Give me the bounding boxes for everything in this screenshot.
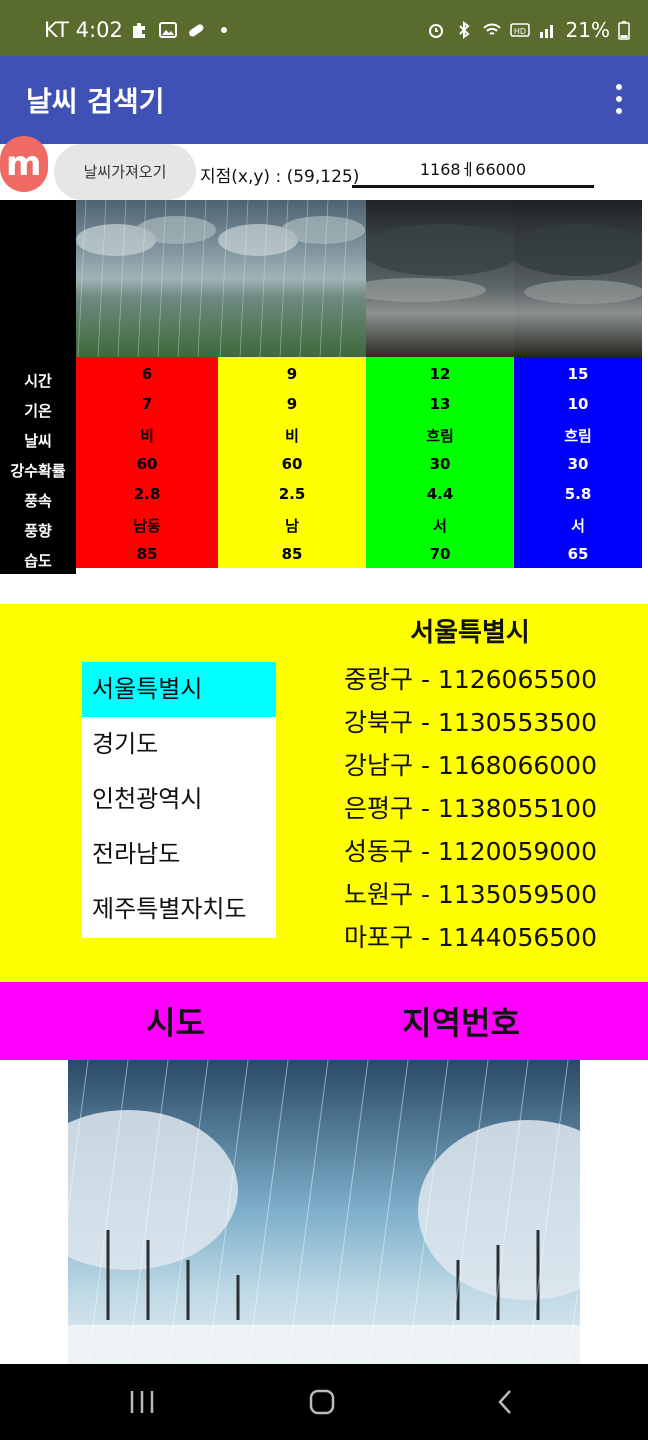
sido-item-jeju[interactable]: 제주특별자치도 [92, 895, 247, 923]
region-list-title: 서울특별시 [410, 618, 530, 648]
cell-precip: 60 [136, 455, 158, 473]
region-item[interactable]: 성동구 - 1120059000 [344, 837, 597, 866]
cell-temp: 10 [567, 395, 589, 413]
cell-precip: 30 [567, 455, 589, 473]
dot-icon [221, 27, 227, 33]
sido-item-incheon[interactable]: 인천광역시 [92, 785, 203, 813]
navigation-bar [0, 1364, 648, 1440]
app-title: 날씨 검색기 [26, 85, 165, 118]
app-bar: 날씨 검색기 [0, 56, 648, 144]
cell-humidity: 85 [136, 545, 158, 563]
cell-time: 9 [286, 365, 298, 383]
cloudy-plain-image [514, 200, 642, 357]
region-item[interactable]: 마포구 - 1144056500 [344, 923, 597, 952]
signal-icon [539, 25, 553, 38]
region-item[interactable]: 강북구 - 1130553500 [344, 708, 597, 737]
sido-item-seoul[interactable]: 서울특별시 [82, 662, 276, 717]
sido-item-jeonnam[interactable]: 전라남도 [92, 840, 181, 868]
cell-wind-dir: 서 [433, 517, 447, 535]
row-label-weather: 날씨 [24, 432, 52, 450]
cell-wind-dir: 남동 [133, 517, 161, 535]
row-label-precip: 강수확률 [10, 462, 66, 480]
puzzle-icon [133, 23, 145, 38]
cell-time: 12 [429, 365, 451, 383]
hd-icon: HD [509, 23, 530, 37]
forecast-column-4: 15 10 흐림 30 5.8 서 65 [514, 200, 642, 568]
sido-item-gyeonggi[interactable]: 경기도 [92, 730, 159, 758]
forecast-column-1: 6 7 비 60 2.8 남동 85 [76, 200, 218, 568]
cell-weather: 비 [285, 427, 299, 445]
row-label-wind-dir: 풍향 [24, 522, 52, 540]
wifi-icon [482, 23, 501, 35]
home-icon[interactable] [308, 1388, 336, 1416]
image-icon [159, 22, 177, 38]
region-code-input[interactable]: 1168ㅔ66000 [352, 150, 594, 188]
cell-wind-dir: 서 [571, 517, 585, 535]
cell-weather: 비 [140, 427, 154, 445]
cell-wind-speed: 4.4 [426, 485, 454, 503]
row-label-humidity: 습도 [24, 552, 52, 570]
pill-icon [189, 24, 204, 37]
recent-apps-icon[interactable] [128, 1388, 156, 1416]
column-headers: 시도 지역번호 [0, 982, 648, 1060]
cloudy-plain-image [366, 200, 514, 357]
cell-temp: 9 [286, 395, 298, 413]
bluetooth-icon [458, 21, 470, 39]
snowy-tree-lane-image [68, 1060, 580, 1364]
battery-percent: 21% [565, 18, 610, 42]
forecast-column-3: 12 13 흐림 30 4.4 서 70 [366, 200, 514, 568]
forecast-column-2: 9 9 비 60 2.5 남 85 [218, 200, 366, 568]
cell-wind-speed: 5.8 [564, 485, 592, 503]
status-bar: KT 4:02 HD 21% [0, 0, 648, 56]
more-vert-icon[interactable] [614, 84, 624, 116]
row-label-temp: 기온 [24, 402, 52, 420]
app-logo: m [0, 136, 48, 192]
cell-weather: 흐림 [426, 427, 454, 445]
cell-humidity: 65 [567, 545, 589, 563]
region-item[interactable]: 노원구 - 1135059500 [344, 880, 597, 909]
rain-field-image [218, 200, 366, 357]
cell-humidity: 70 [429, 545, 451, 563]
region-item[interactable]: 중랑구 - 1126065500 [344, 665, 597, 694]
cell-temp: 7 [141, 395, 153, 413]
cell-temp: 13 [429, 395, 451, 413]
region-item[interactable]: 은평구 - 1138055100 [344, 794, 597, 823]
sido-list: 서울특별시 경기도 인천광역시 전라남도 제주특별자치도 [82, 662, 276, 938]
header-sido: 시도 [146, 1004, 205, 1042]
cell-wind-dir: 남 [285, 517, 299, 535]
row-label-column: 시간 기온 날씨 강수확률 풍속 풍향 습도 [0, 200, 76, 574]
fetch-weather-button[interactable]: 날씨가져오기 [54, 144, 196, 200]
region-item[interactable]: 강남구 - 1168066000 [344, 751, 597, 780]
cell-precip: 60 [281, 455, 303, 473]
cell-wind-speed: 2.5 [278, 485, 306, 503]
row-label-wind-speed: 풍속 [24, 492, 52, 510]
svg-text:HD: HD [513, 27, 525, 36]
row-label-time: 시간 [24, 372, 52, 390]
back-icon[interactable] [492, 1388, 520, 1416]
rain-field-image [76, 200, 218, 357]
header-region-code: 지역번호 [402, 1004, 520, 1042]
cell-wind-speed: 2.8 [133, 485, 161, 503]
battery-icon [618, 21, 630, 40]
cell-precip: 30 [429, 455, 451, 473]
status-time: KT 4:02 [44, 18, 123, 42]
cell-weather: 흐림 [564, 427, 592, 445]
grid-point-text: 지점(x,y) : (59,125) [200, 167, 360, 187]
alarm-icon [428, 24, 443, 38]
cell-time: 6 [141, 365, 153, 383]
cell-humidity: 85 [281, 545, 303, 563]
cell-time: 15 [567, 365, 589, 383]
